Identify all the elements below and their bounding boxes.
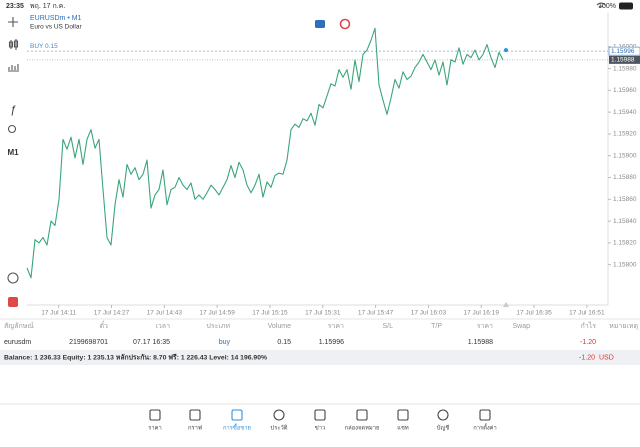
cell-volume: 0.15: [277, 339, 291, 346]
price-line: [26, 27, 504, 279]
table-header: T/P: [431, 323, 442, 330]
tab-label[interactable]: แชท: [397, 425, 409, 432]
buy-entry-marker: [504, 48, 508, 53]
status-date: พฤ. 17 ก.ค.: [30, 3, 65, 10]
one-click-button[interactable]: [315, 20, 325, 28]
tab-icon: [397, 409, 409, 421]
table-header: Swap: [512, 323, 530, 330]
x-tick-label: 17 Jul 14:59: [199, 310, 235, 317]
tab-icon: [437, 409, 449, 421]
tab-label[interactable]: การซื้อขาย: [223, 423, 251, 432]
indicator-tool[interactable]: [8, 39, 19, 50]
tab-label[interactable]: ราคา: [148, 425, 162, 432]
y-tick-label: 1.15860: [613, 196, 637, 203]
cell-symbol: eurusdm: [4, 339, 31, 346]
bars-tool[interactable]: [8, 64, 19, 72]
battery-icon: [619, 2, 633, 10]
tab-label[interactable]: การตั้งค่า: [473, 423, 497, 432]
function-tool[interactable]: ƒ: [10, 104, 16, 116]
tab-label[interactable]: ข่าว: [315, 425, 325, 432]
x-tick-label: 17 Jul 14:11: [41, 310, 76, 317]
wifi-icon: [596, 2, 606, 8]
y-tick-label: 1.15880: [613, 174, 637, 181]
y-tick-label: 1.15960: [613, 87, 637, 94]
cell-type: buy: [219, 339, 231, 346]
table-header: ราคา: [328, 323, 344, 330]
account-summary: Balance: 1 236.33 Equity: 1 235.13 หลักป…: [4, 353, 267, 361]
cell-time: 07.17 16:35: [133, 339, 170, 346]
table-header: Volume: [268, 323, 291, 330]
tab-label[interactable]: กราฟ: [188, 425, 202, 432]
x-tick-label: 17 Jul 14:27: [94, 310, 130, 317]
x-tick-label: 17 Jul 16:51: [569, 310, 605, 317]
chart-layer: 1.160001.159801.159601.159401.159201.159…: [26, 27, 640, 317]
objects-tool[interactable]: [7, 124, 17, 134]
status-battery: 100%: [598, 3, 616, 10]
y-tick-label: 1.15980: [613, 65, 637, 72]
tab-bar: ราคา กราฟ การซื้อขาย ประวัติ ข่าว กล่องจดหมาย…: [148, 409, 497, 432]
cell-open-price: 1.15996: [319, 339, 344, 346]
y-tick-label: 1.15900: [613, 152, 637, 159]
table-header: เวลา: [155, 323, 170, 330]
x-tick-label: 17 Jul 16:19: [464, 310, 500, 317]
y-tick-label: 1.15840: [613, 218, 637, 225]
tab-icon: [356, 409, 368, 421]
y-tick-label: 1.15800: [613, 261, 637, 268]
speed-tool[interactable]: [7, 272, 19, 284]
y-tick-label: 1.15920: [613, 131, 637, 138]
table-header: S/L: [382, 323, 393, 330]
x-tick-label: 17 Jul 16:35: [516, 310, 552, 317]
tab-label[interactable]: กล่องจดหมาย: [345, 425, 380, 432]
table-header: ตั๋ว: [100, 321, 109, 330]
table-header: กำไร: [581, 321, 597, 330]
tab-icon: [479, 409, 491, 421]
tab-label[interactable]: ประวัติ: [271, 424, 288, 432]
x-tick-label: 17 Jul 15:15: [252, 310, 288, 317]
timeframe-button[interactable]: M1: [7, 148, 19, 157]
cell-ticket: 2199698701: [69, 339, 108, 346]
cell-profit: -1.20: [580, 339, 596, 346]
table-header: ประเภท: [206, 323, 230, 330]
x-tick-label: 17 Jul 16:03: [411, 310, 447, 317]
y-tick-label: 1.15820: [613, 240, 637, 247]
y-tick-label: 1.15940: [613, 109, 637, 116]
trade-time-marker: [503, 302, 509, 307]
chart-symbol[interactable]: EURUSDm • M1: [30, 15, 82, 22]
x-tick-label: 17 Jul 14:43: [147, 310, 183, 317]
x-tick-label: 17 Jul 15:47: [358, 310, 394, 317]
tab-icon: [314, 409, 326, 421]
cell-current-price: 1.15988: [468, 339, 493, 346]
crosshair-tool[interactable]: [8, 17, 18, 27]
chart-description: Euro vs US Dollar: [30, 24, 82, 31]
summary-currency: USD: [599, 354, 614, 361]
depth-button[interactable]: [339, 18, 351, 30]
table-header: ราคา: [477, 323, 493, 330]
table-header: สัญลักษณ์: [4, 322, 34, 330]
bid-price-label: 1.15988: [611, 57, 635, 64]
tab-icon: [189, 409, 201, 421]
buy-price-label: 1.15996: [611, 48, 635, 55]
summary-profit: -1.20: [579, 354, 595, 361]
status-time: 23:35: [6, 3, 24, 10]
tab-label[interactable]: บัญชี: [437, 424, 450, 432]
summary-bar: [0, 350, 640, 365]
bid-price-box: [609, 55, 640, 64]
buy-price-box: [608, 46, 640, 56]
tab-icon: [231, 409, 243, 421]
tab-icon: [273, 409, 285, 421]
x-tick-label: 17 Jul 15:31: [305, 310, 341, 317]
table-header: หมายเหตุ: [609, 323, 638, 330]
trade-tool[interactable]: [8, 297, 18, 307]
tab-icon: [149, 409, 161, 421]
buy-order-label: BUY 0.15: [30, 43, 58, 50]
positions-table: สัญลักษณ์ ตั๋ว เวลา ประเภท Volume ราคา S/L T/P ร…: [4, 321, 638, 346]
left-toolbar: ƒ M1: [7, 17, 19, 307]
